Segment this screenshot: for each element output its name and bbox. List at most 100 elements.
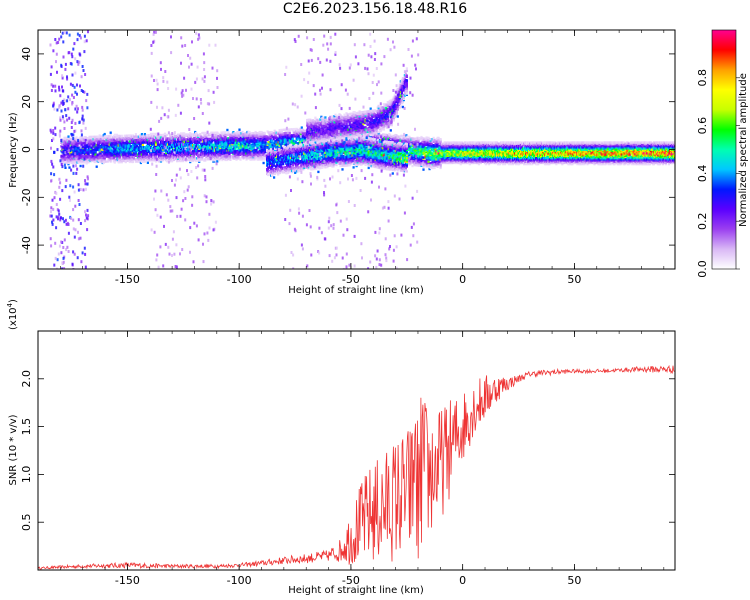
spectrogram-cell xyxy=(128,141,131,144)
spectrogram-cell xyxy=(248,130,251,134)
spectrogram-cell xyxy=(187,138,190,141)
spectrogram-cell xyxy=(150,147,154,150)
spectrogram-cell xyxy=(262,161,265,165)
spectrogram-cell xyxy=(264,141,267,144)
spectrogram-cell xyxy=(251,134,254,137)
spectrogram-cell xyxy=(261,150,264,153)
spectrogram-cell xyxy=(181,143,184,146)
spectrogram-cell xyxy=(219,145,222,149)
spectrogram-cell xyxy=(423,162,426,165)
spectrogram-cell xyxy=(87,152,90,155)
spectrogram-cell xyxy=(238,130,241,134)
spectrogram-cell xyxy=(165,154,168,157)
spectrogram-cell xyxy=(77,160,80,163)
spectrogram-cell xyxy=(437,163,440,166)
spectrogram-cell xyxy=(227,133,230,136)
spectrogram-cell xyxy=(216,135,219,138)
spectrogram-cell xyxy=(110,156,113,159)
spectrogram-cell xyxy=(135,160,138,163)
spectrogram-cell xyxy=(132,157,135,160)
spectrogram-cell xyxy=(76,155,79,158)
spectrogram-cell xyxy=(405,140,408,143)
spectrogram-cell xyxy=(62,159,65,162)
spectrogram-cell xyxy=(447,141,450,144)
spectrogram-cell xyxy=(125,140,128,143)
spectrogram-cell xyxy=(154,143,158,146)
spectrogram-cell xyxy=(228,152,231,156)
spectrogram-cell xyxy=(253,135,256,138)
spectrogram-cell xyxy=(209,132,212,136)
spectrogram-cell xyxy=(389,134,392,137)
spectrogram-cell xyxy=(295,138,298,141)
spectrogram-cell xyxy=(93,157,96,160)
spectrogram-cell xyxy=(93,160,96,164)
spectrogram-cell xyxy=(439,138,442,141)
spectrogram-cell xyxy=(284,129,287,132)
spectrogram-cell xyxy=(291,137,294,140)
spectrogram-cell xyxy=(422,148,425,151)
spectrogram-cell xyxy=(263,135,266,138)
spectrogram-cell xyxy=(127,136,130,140)
spectrogram-cell xyxy=(65,136,68,140)
spectrogram-cell xyxy=(275,136,278,139)
spectrogram-cell xyxy=(422,168,425,171)
spectrogram-cell xyxy=(163,132,167,135)
spectrogram-cell xyxy=(120,137,123,140)
spectrogram-cell xyxy=(216,150,219,153)
spectrogram-cell xyxy=(215,144,218,147)
spectrogram-cell xyxy=(234,137,237,140)
spectrogram-cell xyxy=(100,143,103,147)
spectrogram-cell xyxy=(220,156,223,159)
spectrogram-cell xyxy=(79,164,82,168)
spectrogram-cell xyxy=(124,159,127,162)
spectrogram-cell xyxy=(416,136,419,140)
spectrogram-cell xyxy=(128,134,131,137)
spectrogram-cell xyxy=(251,141,254,144)
spectrogram-cell xyxy=(415,140,418,143)
spectrogram-cell xyxy=(225,145,228,148)
spectrogram-cell xyxy=(437,136,440,140)
spectrogram-cell xyxy=(258,152,261,155)
spectrogram-cell xyxy=(103,132,106,136)
spectrogram-cell xyxy=(145,155,148,158)
spectrogram-cell xyxy=(200,155,203,159)
spectrogram-cell xyxy=(86,137,89,140)
spectrogram-cell xyxy=(141,143,144,147)
spectrogram-cell xyxy=(201,158,204,161)
spectrogram-cell xyxy=(141,141,144,144)
spectrogram-cell xyxy=(117,149,120,152)
spectrogram-cell xyxy=(252,132,255,135)
spectrogram-cell xyxy=(152,132,156,136)
spectrogram-cell xyxy=(255,132,258,135)
spectrogram-cell xyxy=(78,154,81,157)
spectrogram-cell xyxy=(294,141,297,144)
spectrogram-cell xyxy=(409,137,412,140)
spectrogram-cell xyxy=(154,153,158,156)
spectrogram-cell xyxy=(196,159,199,162)
spectrogram-cell xyxy=(99,152,102,155)
spectrogram-cell xyxy=(239,158,242,161)
spectrogram-cell xyxy=(161,138,165,141)
spectrogram-cell xyxy=(168,157,171,160)
spectrogram-cell xyxy=(412,160,415,163)
spectrogram-cell xyxy=(180,151,183,154)
spectrogram-cells xyxy=(49,30,675,269)
spectrogram-cell xyxy=(404,136,407,139)
spectrogram-cell xyxy=(144,159,147,162)
spectrogram-cell xyxy=(236,132,239,135)
spectrogram-cell xyxy=(399,139,402,142)
spectrogram-cell xyxy=(66,147,69,150)
spectrogram-cell xyxy=(61,151,64,154)
spectrogram-cell xyxy=(216,131,219,134)
spectrogram-cell xyxy=(73,137,76,140)
spectrogram-cell xyxy=(232,147,235,151)
spectrogram-cell xyxy=(216,160,219,163)
spectrogram-cell xyxy=(70,153,73,156)
spectrogram-cell xyxy=(202,136,205,139)
spectrogram-cell xyxy=(252,145,255,148)
spectrogram-cell xyxy=(113,133,116,137)
spectrogram-cell xyxy=(279,143,282,146)
spectrogram-cell xyxy=(113,136,116,139)
spectrogram-cell xyxy=(283,141,286,144)
spectrogram-cell xyxy=(76,144,79,147)
